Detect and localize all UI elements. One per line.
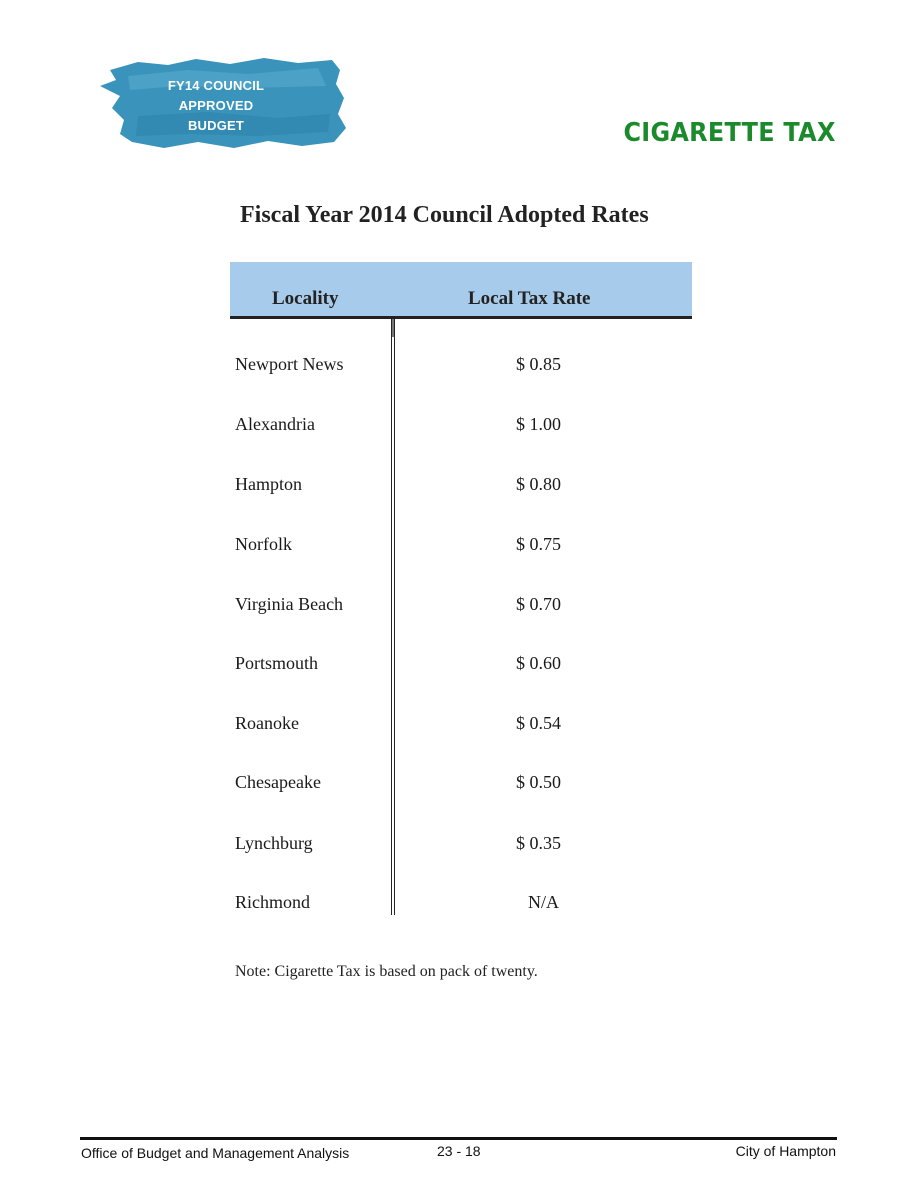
column-header-locality: Locality [272, 288, 339, 309]
rate-cell: $ 0.85 [516, 354, 561, 374]
locality-cell: Virginia Beach [235, 594, 344, 614]
locality-cell: Portsmouth [235, 653, 319, 673]
badge-line-3: BUDGET [187, 118, 245, 133]
table-header: Locality Local Tax Rate [230, 262, 692, 319]
locality-cell: Chesapeake [235, 772, 321, 792]
table-row: Norfolk $ 0.75 [235, 534, 675, 558]
table-row: Chesapeake $ 0.50 [235, 772, 675, 796]
footer-rule [80, 1137, 837, 1140]
table-row: Hampton $ 0.80 [235, 474, 675, 498]
rate-cell: $ 0.60 [516, 653, 561, 673]
table-row: Alexandria $ 1.00 [235, 414, 675, 438]
footer-page-number: 23 - 18 [437, 1143, 481, 1159]
table-note: Note: Cigarette Tax is based on pack of … [235, 963, 538, 980]
section-title: CIGARETTE TAX [623, 118, 836, 148]
rate-cell: N/A [528, 892, 559, 912]
table-row: Lynchburg $ 0.35 [235, 833, 675, 857]
rate-cell: $ 1.00 [516, 414, 561, 434]
table-row: Virginia Beach $ 0.70 [235, 594, 675, 618]
locality-cell: Hampton [235, 474, 302, 494]
rate-cell: $ 0.75 [516, 534, 561, 554]
rate-cell: $ 0.35 [516, 833, 561, 853]
badge-line-1: FY14 COUNCIL [167, 78, 265, 93]
column-divider-cap [391, 319, 395, 337]
locality-cell: Roanoke [235, 713, 299, 733]
table-row: Portsmouth $ 0.60 [235, 653, 675, 677]
table-row: Roanoke $ 0.54 [235, 713, 675, 737]
table-row: Newport News $ 0.85 [235, 354, 675, 378]
badge-line-2: APPROVED [178, 98, 254, 113]
locality-cell: Lynchburg [235, 833, 313, 853]
budget-badge: FY14 COUNCIL APPROVED BUDGET [98, 56, 350, 150]
column-header-local-tax-rate: Local Tax Rate [468, 288, 591, 309]
locality-cell: Newport News [235, 354, 344, 374]
footer-city: City of Hampton [735, 1143, 836, 1159]
rate-cell: $ 0.54 [516, 713, 561, 733]
document-title: Fiscal Year 2014 Council Adopted Rates [240, 202, 649, 228]
locality-cell: Norfolk [235, 534, 292, 554]
rate-cell: $ 0.80 [516, 474, 561, 494]
rate-cell: $ 0.50 [516, 772, 561, 792]
table-row: Richmond N/A [235, 892, 675, 916]
locality-cell: Alexandria [235, 414, 315, 434]
locality-cell: Richmond [235, 892, 310, 912]
column-divider [391, 319, 395, 915]
footer-department: Office of Budget and Management Analysis [81, 1145, 350, 1161]
rate-cell: $ 0.70 [516, 594, 561, 614]
watercolor-badge-background [100, 58, 346, 148]
